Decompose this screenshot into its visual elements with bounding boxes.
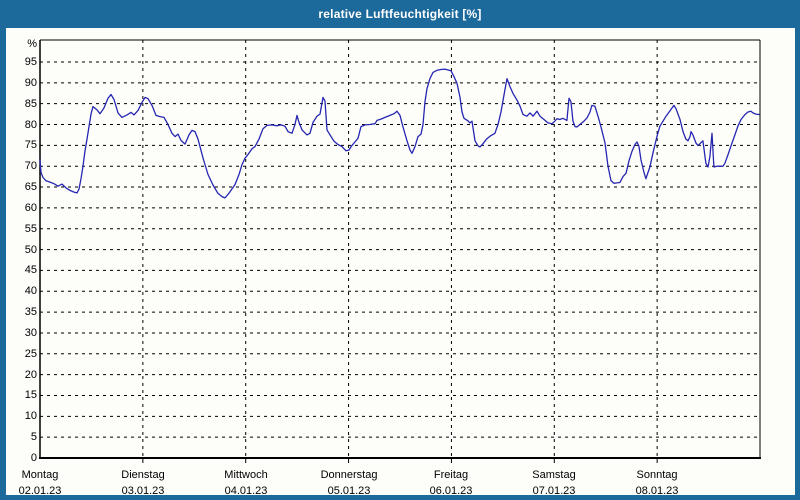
y-tick-label: 10 <box>24 410 37 422</box>
page-title: relative Luftfeuchtigkeit [%] <box>318 7 482 21</box>
window-border-right <box>795 0 800 500</box>
title-bar: relative Luftfeuchtigkeit [%] <box>0 0 800 28</box>
humidity-series-line <box>39 68 760 199</box>
y-tick-label: 35 <box>24 306 37 318</box>
x-day-date-label: 04.01.23 <box>224 485 268 497</box>
x-day-name-label: Sonntag <box>636 469 678 481</box>
y-tick-label: 20 <box>24 369 37 381</box>
y-tick-label: 85 <box>24 98 37 110</box>
y-tick-label: 95 <box>24 56 37 68</box>
x-day-name-label: Dienstag <box>121 469 165 481</box>
x-day-date-label: 08.01.23 <box>635 485 679 497</box>
x-day-date-label: 07.01.23 <box>532 485 576 497</box>
x-day-date-label: 02.01.23 <box>18 485 62 497</box>
y-tick-label: 90 <box>24 77 37 89</box>
y-tick-label: 50 <box>24 244 37 256</box>
y-tick-label: 0 <box>30 452 37 464</box>
y-tick-label: 55 <box>24 223 37 235</box>
y-tick-label: 30 <box>24 327 37 339</box>
x-day-name-label: Samstag <box>532 469 576 481</box>
x-day-date-label: 05.01.23 <box>327 485 371 497</box>
x-day-name-label: Montag <box>21 469 59 481</box>
y-tick-label: 75 <box>24 139 37 151</box>
x-day-name-label: Freitag <box>433 469 469 481</box>
x-day-date-label: 03.01.23 <box>121 485 165 497</box>
y-tick-label: 65 <box>24 181 37 193</box>
y-tick-label: 45 <box>24 264 37 276</box>
x-day-name-label: Mittwoch <box>224 469 268 481</box>
window-border-bottom <box>0 495 800 500</box>
y-tick-label: 5 <box>30 431 37 443</box>
y-tick-label: 40 <box>24 285 37 297</box>
y-tick-label: 25 <box>24 348 37 360</box>
x-day-date-label: 06.01.23 <box>429 485 473 497</box>
y-axis-unit-label: % <box>27 38 37 50</box>
y-tick-label: 15 <box>24 389 37 401</box>
x-day-name-label: Donnerstag <box>320 469 378 481</box>
y-tick-label: 70 <box>24 160 37 172</box>
window-border-left <box>0 0 6 500</box>
y-tick-label: 60 <box>24 202 37 214</box>
y-tick-label: 80 <box>24 119 37 131</box>
